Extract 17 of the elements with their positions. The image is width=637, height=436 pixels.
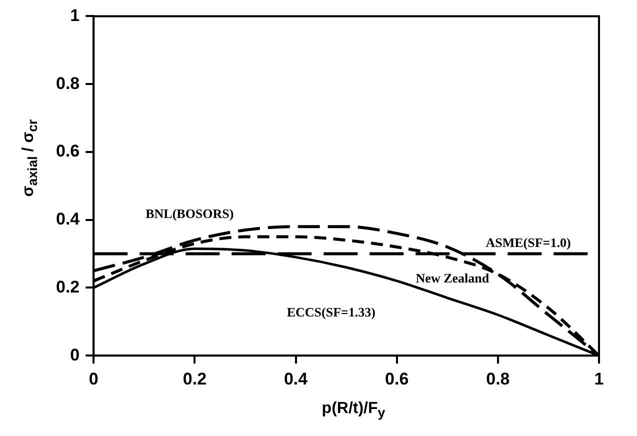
x-tick-label: 0.8: [486, 369, 510, 388]
y-tick-label: 0.2: [56, 277, 80, 296]
y-tick-label: 0.6: [56, 142, 80, 161]
y-tick-label: 1: [70, 6, 80, 25]
y-tick-label: 0.8: [56, 74, 80, 93]
series-label: ASME(SF=1.0): [486, 234, 571, 250]
series-label: BNL(BOSORS): [146, 206, 234, 222]
x-tick-label: 0.2: [182, 369, 207, 388]
series-label: New Zealand: [416, 270, 490, 286]
x-tick-label: 1: [594, 369, 604, 388]
x-axis-title: p(R/t)/F$_{y}$: [320, 400, 386, 420]
y-tick-label: 0.4: [56, 210, 80, 229]
y-tick-label: 0: [70, 345, 80, 364]
x-tick-label: 0: [88, 369, 98, 388]
text: ECCS(SF=1.33): [286, 304, 376, 320]
x-tick-label: 0.6: [385, 369, 409, 388]
x-tick-label: 0.4: [284, 369, 308, 388]
